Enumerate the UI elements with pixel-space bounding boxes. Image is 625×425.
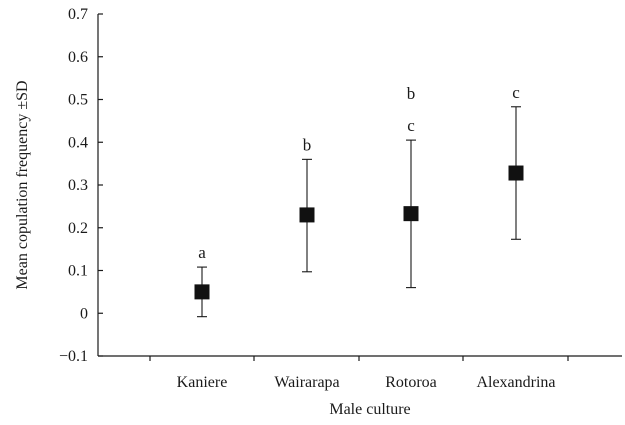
significance-label: b bbox=[407, 84, 416, 103]
x-tick-label: Rotoroa bbox=[385, 374, 437, 391]
x-tick-label: Kaniere bbox=[177, 374, 228, 391]
y-tick-label: 0.1 bbox=[68, 263, 88, 280]
y-tick-label: 0.2 bbox=[68, 220, 88, 237]
significance-label: a bbox=[198, 243, 206, 262]
y-tick-label: −0.1 bbox=[59, 348, 88, 365]
data-point-marker bbox=[299, 207, 315, 223]
data-point-marker bbox=[194, 284, 210, 300]
y-axis: −0.1 0 0.1 0.2 0.3 0.4 0.5 0.6 0.7 bbox=[59, 6, 103, 365]
y-tick-label: 0 bbox=[80, 305, 88, 322]
data-point-marker bbox=[508, 165, 524, 181]
x-tick-label: Wairarapa bbox=[274, 374, 339, 391]
y-axis-title: Mean copulation frequency ±SD bbox=[14, 80, 31, 289]
y-tick-label: 0.4 bbox=[68, 134, 88, 151]
significance-label: c bbox=[512, 83, 520, 102]
y-tick-label: 0.6 bbox=[68, 49, 88, 66]
significance-label: c bbox=[407, 116, 415, 135]
data-point-marker bbox=[403, 206, 419, 222]
x-tick-label: Alexandrina bbox=[476, 374, 555, 391]
significance-label: b bbox=[303, 135, 312, 154]
y-tick-label: 0.5 bbox=[68, 92, 88, 109]
y-tick-label: 0.3 bbox=[68, 177, 88, 194]
x-axis-title: Male culture bbox=[329, 401, 410, 418]
y-tick-label: 0.7 bbox=[68, 6, 88, 23]
x-axis: Kaniere Wairarapa Rotoroa Alexandrina bbox=[98, 355, 622, 391]
